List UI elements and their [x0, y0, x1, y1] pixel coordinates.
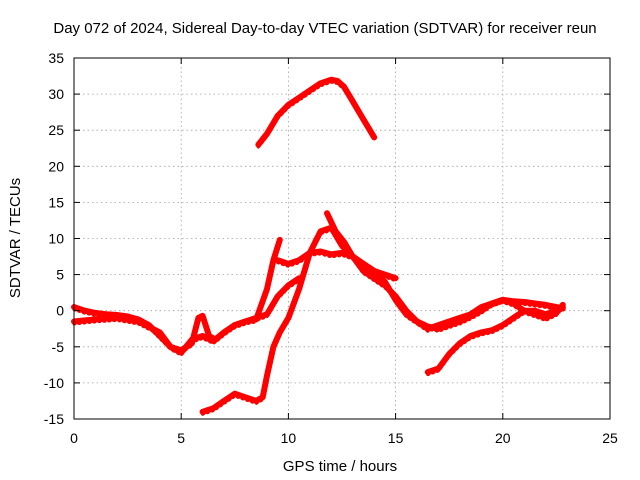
x-tick-label: 15 [388, 430, 404, 446]
y-tick-label: -15 [44, 411, 64, 427]
x-axis-label: GPS time / hours [283, 458, 397, 475]
x-tick-label: 5 [177, 430, 185, 446]
series-line-trace-7 [424, 304, 566, 376]
series-marks-trace-4 [256, 80, 376, 149]
series-line-trace-5 [274, 248, 399, 282]
x-tick-label: 10 [281, 430, 297, 446]
y-tick-label: 0 [56, 303, 64, 319]
series-line-trace-1 [71, 236, 283, 354]
y-tick-label: 35 [48, 50, 64, 66]
y-tick-label: -5 [52, 339, 65, 355]
series-marks-trace-2 [72, 279, 301, 357]
series-marks-trace-5 [276, 252, 398, 283]
chart-title: Day 072 of 2024, Sidereal Day-to-day VTE… [53, 20, 596, 37]
data-series [71, 76, 566, 416]
y-tick-label: 25 [48, 122, 64, 138]
y-tick-label: 20 [48, 158, 64, 174]
y-tick-label: 5 [56, 267, 64, 283]
x-tick-label: 0 [70, 430, 78, 446]
y-axis-label: SDTVAR / TECUs [7, 178, 24, 298]
x-tick-label: 20 [495, 430, 511, 446]
axis-ticks: 0 5 10 15 20 25 -15 -10 -5 0 5 10 15 20 25 30 35 [44, 50, 618, 446]
y-tick-label: 30 [48, 86, 64, 102]
series-marks-trace-7 [426, 308, 565, 377]
x-tick-label: 25 [602, 430, 618, 446]
series-marks-trace-6 [325, 214, 565, 333]
series-marks-trace-1 [72, 240, 282, 355]
y-tick-label: -10 [44, 375, 64, 391]
y-tick-label: 15 [48, 194, 64, 210]
y-tick-label: 10 [48, 231, 64, 247]
